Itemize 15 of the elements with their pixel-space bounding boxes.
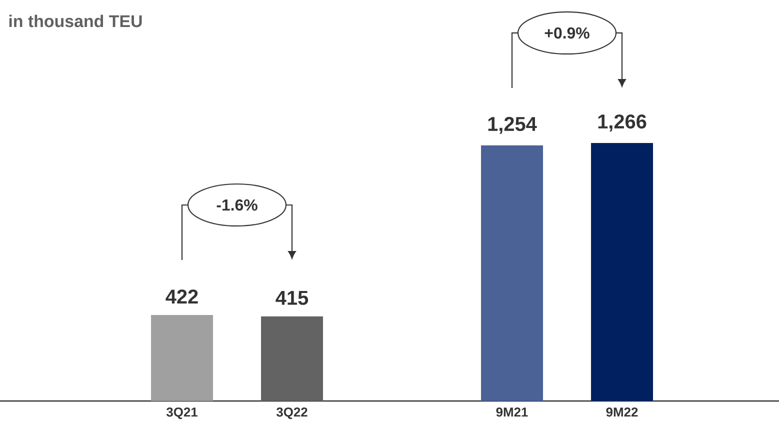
data-label: 1,266 bbox=[598, 114, 646, 132]
data-label: 422 bbox=[166, 290, 198, 304]
x-tick-label: 9M22 bbox=[606, 408, 638, 417]
x-tick-label: 3Q21 bbox=[166, 408, 198, 420]
bar bbox=[591, 142, 654, 401]
x-tick-label: 3Q22 bbox=[276, 408, 308, 420]
data-label: 1,254 bbox=[488, 116, 537, 134]
bar bbox=[261, 316, 324, 401]
data-label: 415 bbox=[276, 290, 308, 305]
bar bbox=[151, 314, 214, 401]
annotation: -1.6% bbox=[216, 199, 258, 211]
x-tick-label: 9M21 bbox=[496, 408, 528, 417]
chart-subtitle: in thousand TEU bbox=[9, 14, 142, 28]
bar bbox=[481, 145, 544, 401]
text: +0.9% bbox=[544, 27, 590, 39]
